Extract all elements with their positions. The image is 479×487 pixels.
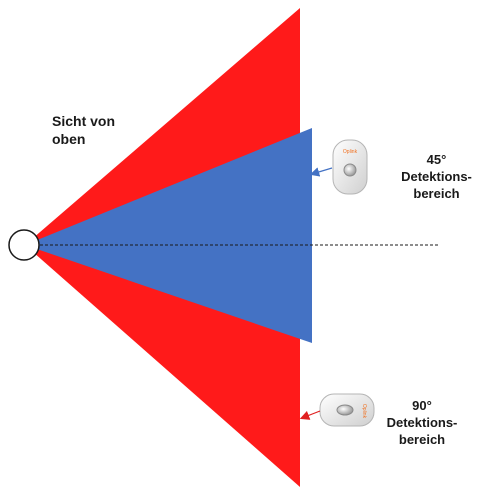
sensor-90-label: 90° Detektions- bereich	[386, 398, 458, 447]
view-from-above-label: Sicht von oben	[52, 113, 116, 147]
sensor-90-device: Oplink	[319, 393, 375, 427]
sensor-45-label: 45° Detektions- bereich	[401, 152, 472, 201]
sensor-90-arrow	[299, 410, 321, 420]
sensor-45-brand: Oplink	[343, 149, 358, 155]
sensor-90-brand: Oplink	[361, 404, 367, 419]
origin-circle	[8, 229, 40, 261]
detection-range-45	[25, 128, 312, 343]
sensor-45-arrow	[309, 167, 333, 177]
sensor-45-device: Oplink	[332, 139, 368, 195]
